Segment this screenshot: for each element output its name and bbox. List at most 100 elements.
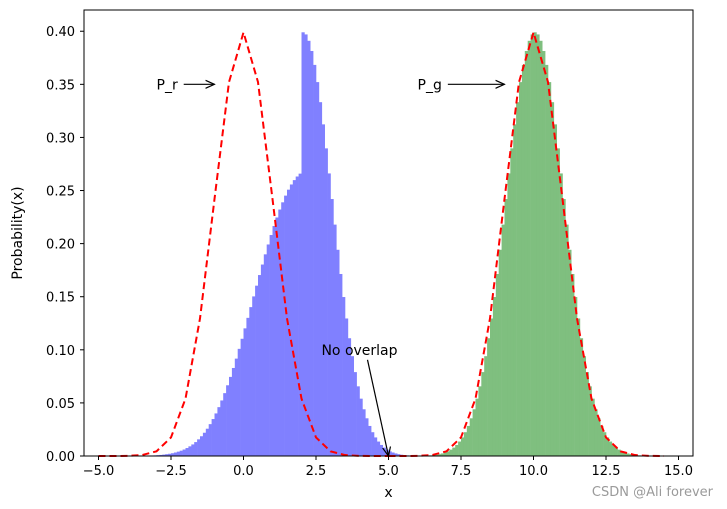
histogram-bar-1 <box>440 453 444 456</box>
histogram-bar-0 <box>330 199 334 456</box>
histogram-bar-0 <box>182 449 186 456</box>
histogram-bar-1 <box>574 297 578 456</box>
histogram-bar-0 <box>374 437 378 456</box>
histogram-bar-1 <box>591 398 595 456</box>
histogram-bar-1 <box>475 398 479 456</box>
histogram-bar-0 <box>252 296 256 456</box>
y-tick-label: 0.00 <box>46 450 75 465</box>
annotation-arrow <box>366 359 389 456</box>
histogram-bar-0 <box>214 413 218 456</box>
histogram-bar-0 <box>188 446 192 456</box>
histogram-bar-0 <box>272 225 276 456</box>
histogram-bar-1 <box>597 418 601 456</box>
histogram-bar-0 <box>240 338 244 456</box>
histogram-bar-1 <box>443 452 447 456</box>
histogram-bar-1 <box>600 425 604 456</box>
histogram-bar-0 <box>307 40 311 457</box>
histogram-bar-1 <box>548 82 552 456</box>
x-axis-label: x <box>384 485 392 501</box>
histogram-bar-0 <box>263 254 267 456</box>
histogram-bar-1 <box>490 318 494 456</box>
y-tick-label: 0.35 <box>46 78 75 93</box>
histogram-bar-0 <box>284 195 288 456</box>
histogram-bar-0 <box>379 444 383 456</box>
histogram-bar-0 <box>260 264 265 456</box>
histogram-bar-1 <box>492 297 497 456</box>
histogram-bar-1 <box>461 437 465 456</box>
histogram-bar-1 <box>501 224 505 456</box>
histogram-bar-1 <box>449 449 453 456</box>
histogram-bar-1 <box>545 64 549 457</box>
histogram-bar-0 <box>376 441 381 456</box>
histogram-bar-1 <box>481 372 485 456</box>
histogram-bar-1 <box>504 199 508 456</box>
histogram-bar-0 <box>191 444 195 456</box>
histogram-bar-0 <box>165 454 169 456</box>
histogram-bar-1 <box>617 449 621 456</box>
histogram-bar-1 <box>611 444 615 456</box>
histogram-bar-0 <box>255 285 259 456</box>
y-axis-label: Probability(x) <box>10 186 26 279</box>
histogram-bar-0 <box>397 454 401 456</box>
watermark: CSDN @Ali forever <box>591 485 713 500</box>
histogram-bar-0 <box>324 148 328 456</box>
histogram-bar-0 <box>226 385 230 456</box>
histogram-bar-1 <box>550 102 555 457</box>
histogram-bar-0 <box>359 398 363 456</box>
histogram-bar-0 <box>345 318 349 456</box>
histogram-bar-0 <box>313 64 317 457</box>
annotation-label: No overlap <box>321 343 397 359</box>
histogram-bar-1 <box>594 409 598 456</box>
histogram-bar-0 <box>202 432 207 456</box>
histogram-bar-0 <box>327 173 331 456</box>
histogram-bar-1 <box>519 82 523 456</box>
histogram-bar-0 <box>342 297 346 456</box>
histogram-bar-1 <box>458 441 462 456</box>
density-curve-2 <box>98 28 389 457</box>
histogram-bar-0 <box>243 328 247 456</box>
histogram-bar-1 <box>469 418 473 456</box>
histogram-bar-1 <box>603 432 607 456</box>
histogram-bar-1 <box>614 447 618 456</box>
histogram-bar-0 <box>316 82 320 456</box>
histogram-bar-0 <box>217 407 221 456</box>
histogram-bar-1 <box>524 50 528 457</box>
histogram-bar-0 <box>179 450 183 456</box>
histogram-bar-0 <box>382 447 386 456</box>
histogram-bar-0 <box>368 425 372 456</box>
x-tick-label: 2.5 <box>306 464 327 479</box>
histogram-bar-0 <box>275 217 279 456</box>
histogram-bar-0 <box>159 454 163 456</box>
histogram-bar-0 <box>295 176 299 456</box>
histogram-bar-1 <box>521 64 526 457</box>
y-tick-label: 0.10 <box>46 344 75 359</box>
histogram-bar-1 <box>542 50 546 457</box>
histogram-bar-1 <box>495 273 499 456</box>
histogram-bar-1 <box>629 454 633 456</box>
histogram-bar-0 <box>220 400 224 456</box>
histogram-bar-1 <box>553 124 557 457</box>
histogram-bar-1 <box>620 451 624 456</box>
histogram-bar-1 <box>536 34 540 457</box>
histogram-bar-1 <box>434 454 439 456</box>
histogram-bar-0 <box>194 442 198 456</box>
histogram-bar-1 <box>478 386 482 456</box>
histogram-bar-1 <box>562 199 566 456</box>
histogram-bar-1 <box>588 386 592 456</box>
histogram-bar-1 <box>516 102 520 457</box>
histogram-bar-0 <box>234 358 238 456</box>
histogram-bar-1 <box>571 273 575 456</box>
histogram-bar-1 <box>498 249 502 456</box>
histogram-bar-0 <box>318 102 323 457</box>
histogram-bar-0 <box>304 34 308 457</box>
histogram-bar-1 <box>487 338 491 456</box>
histogram-bar-1 <box>582 356 586 456</box>
histogram-bar-0 <box>289 184 294 456</box>
histogram-bar-0 <box>356 386 360 456</box>
histogram-bar-1 <box>539 40 543 457</box>
histogram-bar-0 <box>333 224 337 456</box>
histogram-bar-0 <box>168 453 172 456</box>
histogram-bar-0 <box>249 307 253 456</box>
